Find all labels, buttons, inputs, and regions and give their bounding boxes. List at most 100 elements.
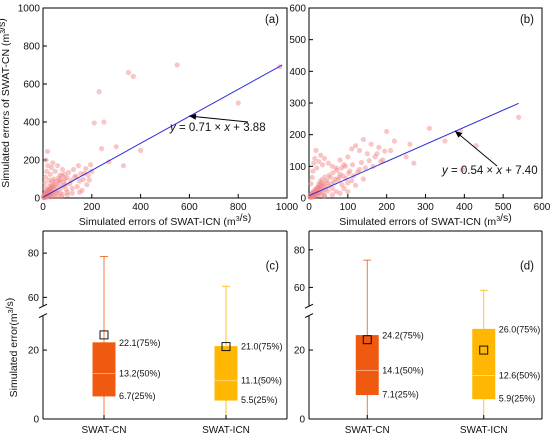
panel-label-d: (d) <box>520 261 534 273</box>
data-point-b <box>307 194 313 200</box>
data-point-b <box>339 182 345 188</box>
data-point-b <box>349 162 356 168</box>
data-point-b <box>378 158 384 165</box>
data-point-b <box>329 185 335 192</box>
data-point-a <box>113 144 119 150</box>
box-c <box>92 342 116 397</box>
x-tick-label-b: 300 <box>417 202 434 213</box>
data-point-b <box>320 182 326 188</box>
data-point-b <box>336 174 342 180</box>
data-point-a <box>41 184 47 191</box>
data-point-a <box>98 146 105 152</box>
data-point-b <box>332 176 338 182</box>
box-value-label-d: 24.2(75%) <box>382 331 424 341</box>
data-point-b <box>346 170 352 176</box>
y-tick-label-a: 1000 <box>18 4 41 15</box>
data-point-a <box>84 182 90 188</box>
x-tick-label-b: 500 <box>495 202 512 213</box>
data-point-b <box>326 172 332 178</box>
y-tick-label-a: 600 <box>23 80 40 91</box>
data-point-a <box>50 160 56 166</box>
data-point-a <box>67 181 73 187</box>
x-tick-label-a: 200 <box>83 202 100 213</box>
data-point-b <box>316 158 322 165</box>
y-tick-label-b: 0 <box>300 194 306 205</box>
mean-marker-d <box>479 345 489 355</box>
data-point-b <box>328 180 334 187</box>
data-point-b <box>337 171 343 177</box>
y-tick-label-a: 200 <box>23 156 40 167</box>
axis-break-mark-d <box>304 303 314 309</box>
data-point-a <box>44 148 50 155</box>
fit-equation-a: y = 0.71 × x + 3.88 <box>169 122 266 134</box>
data-point-a <box>63 186 69 193</box>
data-point-b <box>341 185 347 192</box>
data-point-a <box>77 178 83 184</box>
data-point-b <box>316 181 322 187</box>
x-axis-label-a: Simulated errors of SWAT-ICN (m3/s) <box>79 212 252 228</box>
data-point-a <box>56 180 63 186</box>
data-point-a <box>83 165 89 172</box>
data-point-b <box>391 138 398 144</box>
data-point-b <box>310 168 316 174</box>
data-point-a <box>61 171 68 177</box>
annotation-arrowhead-b <box>455 131 463 138</box>
box-value-label-c: 21.0(75%) <box>241 342 283 352</box>
y-tick-label-b: 100 <box>289 162 306 173</box>
data-point-a <box>47 187 53 193</box>
x-tick-label-d: SWAT-ICN <box>460 425 508 436</box>
data-point-a <box>91 120 97 126</box>
data-point-b <box>320 189 326 195</box>
data-point-a <box>120 163 127 169</box>
x-tick-label-a: 0 <box>40 202 46 213</box>
annotation-arrowhead-a <box>189 113 197 120</box>
data-point-a <box>70 166 77 173</box>
data-point-a <box>69 185 75 192</box>
data-point-b <box>403 154 409 160</box>
data-point-a <box>72 174 78 180</box>
panel-label-c: (c) <box>266 261 280 273</box>
box-value-label-c: 5.5(25%) <box>241 395 278 405</box>
data-point-a <box>42 174 49 180</box>
data-point-b <box>314 192 321 198</box>
data-point-b <box>407 141 413 147</box>
data-point-b <box>318 184 324 190</box>
box-value-label-d: 12.6(50%) <box>499 371 541 381</box>
data-point-a <box>60 179 67 185</box>
x-tick-label-b: 100 <box>339 202 356 213</box>
panel-label-b: (b) <box>520 14 534 26</box>
data-point-b <box>318 191 324 198</box>
data-point-b <box>324 180 330 186</box>
data-point-a <box>49 184 55 190</box>
box-value-label-c: 22.1(75%) <box>119 338 161 348</box>
data-point-b <box>347 168 353 174</box>
data-point-a <box>52 168 58 174</box>
data-point-a <box>53 179 59 185</box>
data-point-b <box>426 125 432 131</box>
data-point-b <box>321 193 328 200</box>
data-point-b <box>313 147 319 154</box>
x-tick-label-c: SWAT-ICN <box>202 425 250 436</box>
data-point-b <box>313 187 319 193</box>
x-tick-label-b: 0 <box>306 202 312 213</box>
data-point-b <box>337 157 343 163</box>
x-tick-label-d: SWAT-CN <box>345 425 390 436</box>
data-point-a <box>56 178 62 184</box>
box-c <box>214 346 238 401</box>
data-point-a <box>47 194 53 200</box>
data-point-b <box>325 160 332 166</box>
data-point-a <box>86 177 92 183</box>
data-point-a <box>44 188 50 194</box>
data-point-b <box>459 166 465 173</box>
data-point-b <box>366 158 372 164</box>
data-point-b <box>360 176 366 182</box>
data-point-a <box>46 177 52 183</box>
data-point-b <box>380 157 386 163</box>
data-point-b <box>345 180 351 186</box>
data-point-a <box>45 163 51 169</box>
data-point-b <box>322 174 328 180</box>
data-point-a <box>55 163 61 169</box>
data-point-b <box>327 174 333 181</box>
x-axis-label-b: Simulated errors of SWAT-ICN (m3/s) <box>339 212 512 228</box>
data-point-b <box>349 177 355 184</box>
